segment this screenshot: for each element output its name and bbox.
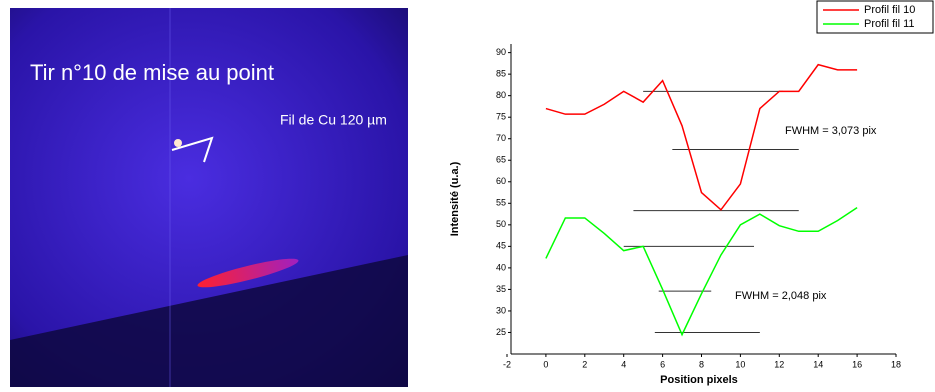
x-tick-label: 16 [852, 359, 862, 369]
y-tick-label: 30 [496, 305, 506, 315]
y-tick-label: 55 [496, 198, 506, 208]
y-tick-label: 50 [496, 219, 506, 229]
x-tick-label: 18 [891, 359, 901, 369]
x-tick-label: 2 [582, 359, 587, 369]
photo: Tir n°10 de mise au point Fil de Cu 120 … [10, 8, 408, 387]
annotation: FWHM = 2,048 pix [735, 290, 827, 302]
y-tick-label: 90 [496, 47, 506, 57]
y-tick-label: 60 [496, 176, 506, 186]
y-tick-label: 35 [496, 284, 506, 294]
x-tick-label: 0 [543, 359, 548, 369]
legend-box [816, 0, 934, 34]
annotation: FWHM = 3,073 pix [785, 125, 877, 137]
y-tick-label: 85 [496, 69, 506, 79]
photo-title: Tir n°10 de mise au point [30, 60, 274, 85]
x-tick-label: 10 [735, 359, 745, 369]
legend-label: Profil fil 10 [864, 4, 915, 16]
y-tick-label: 25 [496, 327, 506, 337]
photo-label: Fil de Cu 120 µm [280, 112, 387, 128]
x-tick-label: 8 [699, 359, 704, 369]
legend-label: Profil fil 11 [864, 18, 915, 30]
y-tick-label: 45 [496, 241, 506, 251]
series-line [545, 63, 858, 211]
y-tick-label: 75 [496, 112, 506, 122]
x-tick-label: 14 [813, 359, 823, 369]
y-tick-label: 80 [496, 90, 506, 100]
x-tick-label: 12 [774, 359, 784, 369]
y-axis-title: Intensité (u.a.) [449, 161, 461, 236]
x-tick-label: -2 [503, 359, 511, 369]
x-axis-title: Position pixels [660, 374, 738, 386]
x-tick-label: 4 [621, 359, 626, 369]
x-tick-label: 6 [660, 359, 665, 369]
series-line [545, 206, 858, 337]
y-tick-label: 65 [496, 155, 506, 165]
y-tick-label: 70 [496, 133, 506, 143]
y-tick-label: 40 [496, 262, 506, 272]
